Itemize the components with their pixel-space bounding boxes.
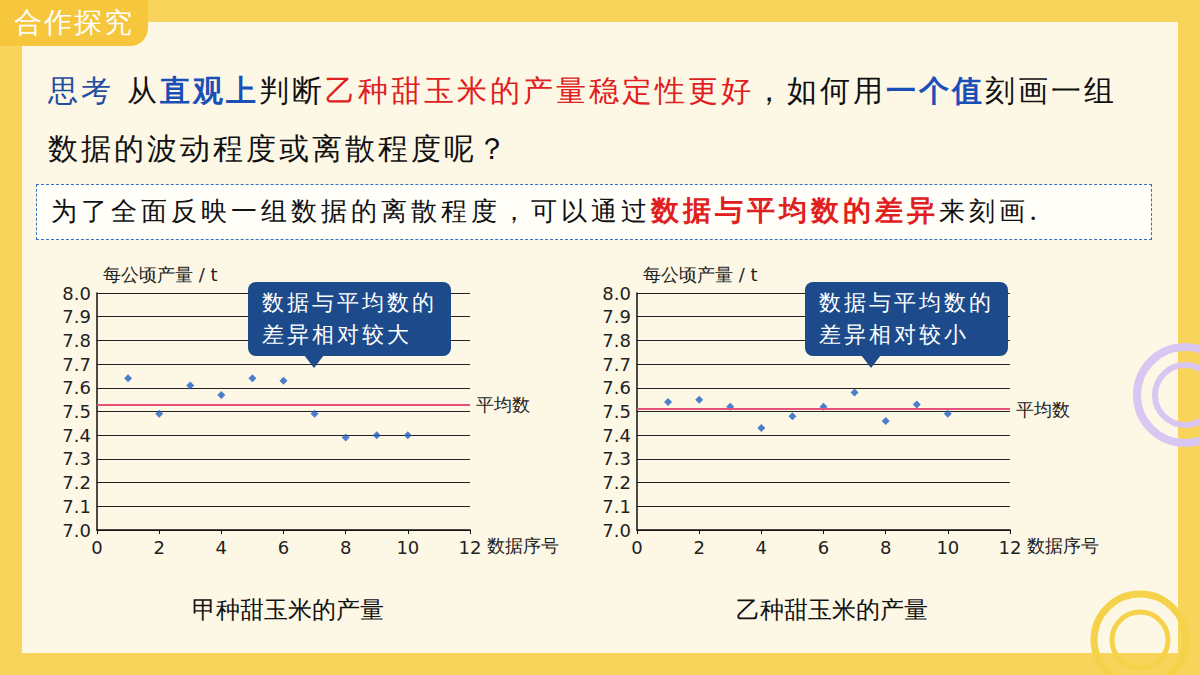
svg-text:7.4: 7.4 <box>602 425 631 446</box>
svg-text:4: 4 <box>756 537 767 558</box>
svg-text:6: 6 <box>278 537 289 558</box>
svg-text:7.1: 7.1 <box>62 496 91 517</box>
svg-text:7.1: 7.1 <box>602 496 631 517</box>
svg-text:平均数: 平均数 <box>476 394 530 415</box>
html-text:为了全面反映一组数据的离散程度，可以通过数据与平均数的差异来: 为了全面反映一组数据的离散程度，可以通过数据与平均数的差异来刻画. <box>51 194 1042 227</box>
html-text:合作探究: 合作探究 <box>14 6 134 39</box>
svg-text:12: 12 <box>459 537 482 558</box>
svg-text:12: 12 <box>999 537 1022 558</box>
svg-text:7.6: 7.6 <box>602 377 631 398</box>
html-text:数据与平均数的: 数据与平均数的 <box>262 290 437 315</box>
svg-text:8: 8 <box>340 537 351 558</box>
svg-text:数据序号: 数据序号 <box>1027 535 1099 556</box>
svg-text:7.0: 7.0 <box>62 520 91 541</box>
html-text:差异相对较大: 差异相对较大 <box>262 322 412 347</box>
svg-text:8: 8 <box>880 537 891 558</box>
svg-text:7.3: 7.3 <box>602 448 631 469</box>
svg-text:7.3: 7.3 <box>62 448 91 469</box>
html-text:差异相对较小: 差异相对较小 <box>819 322 969 347</box>
svg-text:7.5: 7.5 <box>62 401 91 422</box>
svg-text:每公顷产量 / t: 每公顷产量 / t <box>103 264 218 285</box>
svg-text:8.0: 8.0 <box>62 283 91 304</box>
svg-text:10: 10 <box>396 537 419 558</box>
svg-text:7.6: 7.6 <box>62 377 91 398</box>
svg-text:平均数: 平均数 <box>1016 399 1070 420</box>
svg-text:7.8: 7.8 <box>602 330 631 351</box>
svg-text:7.7: 7.7 <box>602 354 631 375</box>
svg-text:7.0: 7.0 <box>602 520 631 541</box>
svg-text:7.4: 7.4 <box>62 425 91 446</box>
svg-text:6: 6 <box>818 537 829 558</box>
html-text:思考从直观上判断乙种甜玉米的产量稳定性更好，如何用一个值刻画: 思考从直观上判断乙种甜玉米的产量稳定性更好，如何用一个值刻画一组数据的波动程度或… <box>48 73 1117 166</box>
svg-text:7.5: 7.5 <box>602 401 631 422</box>
svg-text:7.8: 7.8 <box>62 330 91 351</box>
svg-text:数据序号: 数据序号 <box>487 535 559 556</box>
svg-text:0: 0 <box>91 537 102 558</box>
svg-text:2: 2 <box>693 537 704 558</box>
html-text:甲种甜玉米的产量: 甲种甜玉米的产量 <box>192 596 384 624</box>
html-text:乙种甜玉米的产量: 乙种甜玉米的产量 <box>736 596 928 624</box>
svg-text:0: 0 <box>631 537 642 558</box>
svg-text:8.0: 8.0 <box>602 283 631 304</box>
svg-text:7.9: 7.9 <box>62 306 91 327</box>
svg-text:每公顷产量 / t: 每公顷产量 / t <box>643 264 758 285</box>
svg-text:7.2: 7.2 <box>62 472 91 493</box>
svg-text:10: 10 <box>936 537 959 558</box>
html-text:数据与平均数的: 数据与平均数的 <box>819 290 994 315</box>
svg-text:4: 4 <box>216 537 227 558</box>
svg-text:7.7: 7.7 <box>62 354 91 375</box>
svg-text:7.9: 7.9 <box>602 306 631 327</box>
svg-text:7.2: 7.2 <box>602 472 631 493</box>
svg-text:2: 2 <box>153 537 164 558</box>
